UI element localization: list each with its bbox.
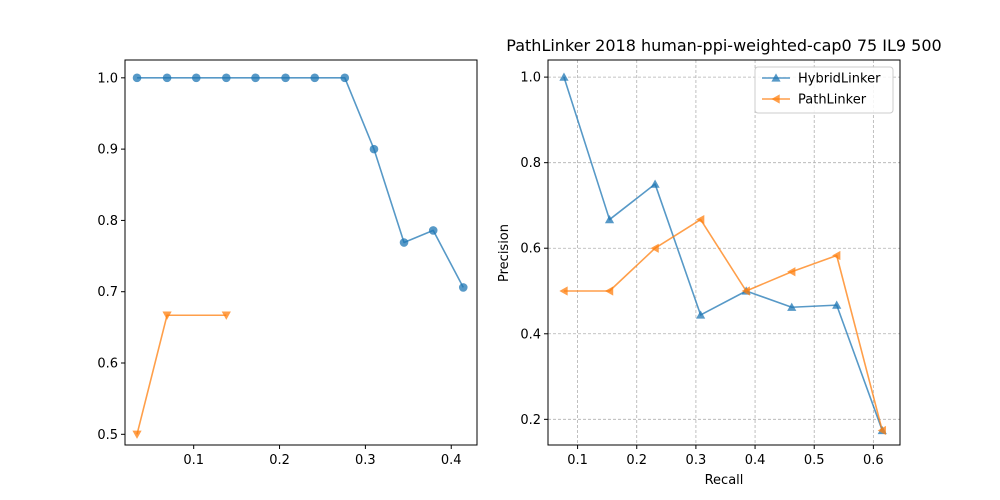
right-series-0-point-6 bbox=[832, 300, 842, 309]
left-xtick-label-2: 0.3 bbox=[355, 453, 376, 468]
left-series-0-point-9 bbox=[399, 238, 409, 247]
left-series-0-point-6 bbox=[310, 73, 320, 83]
left-series-0-point-2 bbox=[191, 73, 201, 83]
right-plot-title: PathLinker 2018 human-ppi-weighted-cap0 … bbox=[506, 36, 941, 55]
left-series-0-point-8 bbox=[369, 144, 379, 154]
legend-marker-0 bbox=[771, 73, 781, 82]
right-series-0-point-3 bbox=[696, 310, 706, 319]
left-axes-frame bbox=[124, 59, 478, 446]
right-ytick-label-1: 0.4 bbox=[520, 327, 541, 342]
left-series-0-point-1 bbox=[162, 73, 172, 83]
left-series-0-point-7 bbox=[340, 73, 350, 83]
left-ytick-label-1: 0.6 bbox=[97, 357, 118, 372]
left-ytick-label-4: 0.9 bbox=[97, 143, 118, 158]
right-xtick-label-4: 0.5 bbox=[804, 453, 825, 468]
left-series-0-line bbox=[137, 77, 464, 288]
right-ytick-label-4: 1.0 bbox=[520, 71, 541, 86]
left-series-0-point-4 bbox=[251, 73, 260, 83]
right-plot: PathLinker 2018 human-ppi-weighted-cap0 … bbox=[497, 36, 942, 488]
right-xtick-label-1: 0.2 bbox=[626, 453, 647, 468]
right-series-0-point-2 bbox=[650, 179, 660, 188]
left-series-0-point-11 bbox=[458, 283, 468, 292]
right-series-1-point-3 bbox=[696, 214, 705, 225]
right-series-0-line bbox=[563, 76, 884, 431]
right-series-1-point-7 bbox=[877, 425, 886, 436]
left-ytick-label-3: 0.8 bbox=[97, 214, 118, 229]
left-series-1-point-2 bbox=[221, 311, 231, 320]
left-ytick-label-2: 0.7 bbox=[97, 285, 118, 300]
right-series-1-point-6 bbox=[832, 250, 841, 261]
legend-label-1: PathLinker bbox=[798, 93, 867, 108]
right-xtick-label-5: 0.6 bbox=[863, 453, 884, 468]
right-series-1-point-4 bbox=[741, 286, 750, 296]
right-xtick-label-2: 0.3 bbox=[686, 453, 707, 468]
right-xtick-label-3: 0.4 bbox=[745, 453, 766, 468]
legend: HybridLinker PathLinker bbox=[754, 66, 894, 114]
right-plot-ylabel: Precision bbox=[497, 224, 512, 282]
right-axes-frame bbox=[547, 59, 901, 446]
left-series-1-point-0 bbox=[132, 430, 142, 439]
right-series-1-point-2 bbox=[650, 243, 659, 253]
right-series-1-point-5 bbox=[787, 267, 796, 277]
right-series-1-line bbox=[563, 218, 884, 431]
left-xtick-label-0: 0.1 bbox=[183, 453, 204, 468]
left-series-0-point-3 bbox=[222, 73, 231, 83]
left-xtick-label-3: 0.4 bbox=[441, 453, 462, 468]
left-series-0-point-0 bbox=[132, 73, 142, 83]
left-plot: 0.1 0.2 0.3 0.4 0.5 0.6 0.7 0.8 0.9 1.0 bbox=[97, 59, 478, 468]
right-plot-xlabel: Recall bbox=[705, 473, 744, 488]
left-series-0-point-5 bbox=[281, 73, 290, 83]
right-ytick-label-2: 0.6 bbox=[520, 242, 541, 257]
left-xtick-label-1: 0.2 bbox=[269, 453, 290, 468]
left-ytick-label-5: 1.0 bbox=[97, 71, 118, 86]
right-ytick-label-3: 0.8 bbox=[520, 156, 541, 171]
right-series-0-point-0 bbox=[559, 72, 569, 81]
right-ytick-label-0: 0.2 bbox=[520, 413, 541, 428]
right-series-0-point-5 bbox=[787, 302, 797, 311]
right-series-0-point-1 bbox=[604, 214, 615, 224]
left-series-0-point-10 bbox=[428, 226, 438, 235]
left-ytick-label-0: 0.5 bbox=[97, 428, 118, 443]
right-series-1-point-0 bbox=[559, 286, 568, 296]
right-series-1-point-1 bbox=[604, 286, 614, 296]
left-series-1-point-1 bbox=[162, 311, 172, 320]
legend-label-0: HybridLinker bbox=[798, 72, 881, 87]
legend-marker-1 bbox=[771, 94, 780, 104]
right-xtick-label-0: 0.1 bbox=[567, 453, 588, 468]
